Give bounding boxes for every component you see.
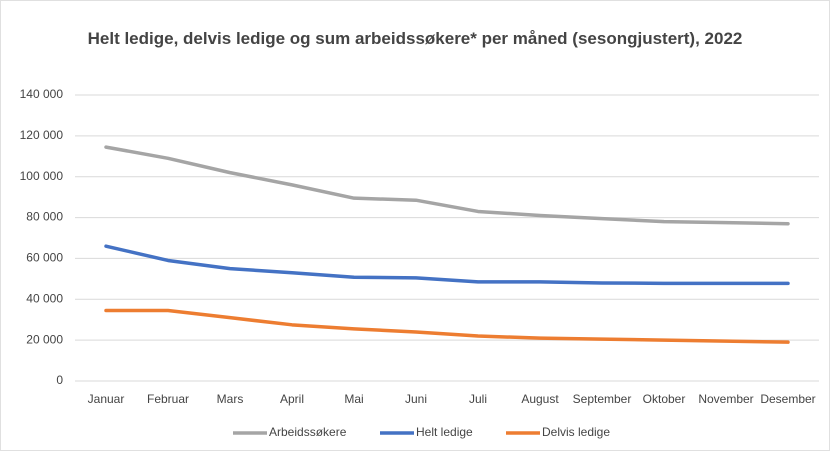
series-line — [104, 308, 790, 344]
series-line — [104, 145, 790, 226]
x-tick-label: Juli — [469, 392, 487, 406]
y-tick-label: 140 000 — [20, 87, 64, 101]
y-tick-label: 0 — [56, 373, 63, 387]
legend-label: Delvis ledige — [542, 425, 610, 439]
series-line — [104, 244, 790, 286]
x-tick-label: Mars — [217, 392, 244, 406]
y-tick-label: 80 000 — [26, 210, 63, 224]
legend-label: Arbeidssøkere — [269, 425, 347, 439]
x-tick-label: Mai — [344, 392, 363, 406]
x-tick-label: April — [280, 392, 304, 406]
x-tick-label: Desember — [760, 392, 815, 406]
chart-title: Helt ledige, delvis ledige og sum arbeid… — [87, 29, 743, 48]
legend-label: Helt ledige — [416, 425, 473, 439]
x-tick-label: Juni — [405, 392, 427, 406]
y-tick-label: 40 000 — [26, 291, 63, 305]
y-tick-label: 100 000 — [20, 169, 64, 183]
y-tick-label: 120 000 — [20, 128, 64, 142]
x-tick-label: Februar — [147, 392, 189, 406]
y-tick-label: 20 000 — [26, 332, 63, 346]
x-tick-label: September — [573, 392, 632, 406]
x-tick-label: Januar — [88, 392, 125, 406]
x-tick-label: August — [521, 392, 559, 406]
y-tick-label: 60 000 — [26, 251, 63, 265]
x-tick-label: November — [698, 392, 753, 406]
x-tick-label: Oktober — [643, 392, 686, 406]
